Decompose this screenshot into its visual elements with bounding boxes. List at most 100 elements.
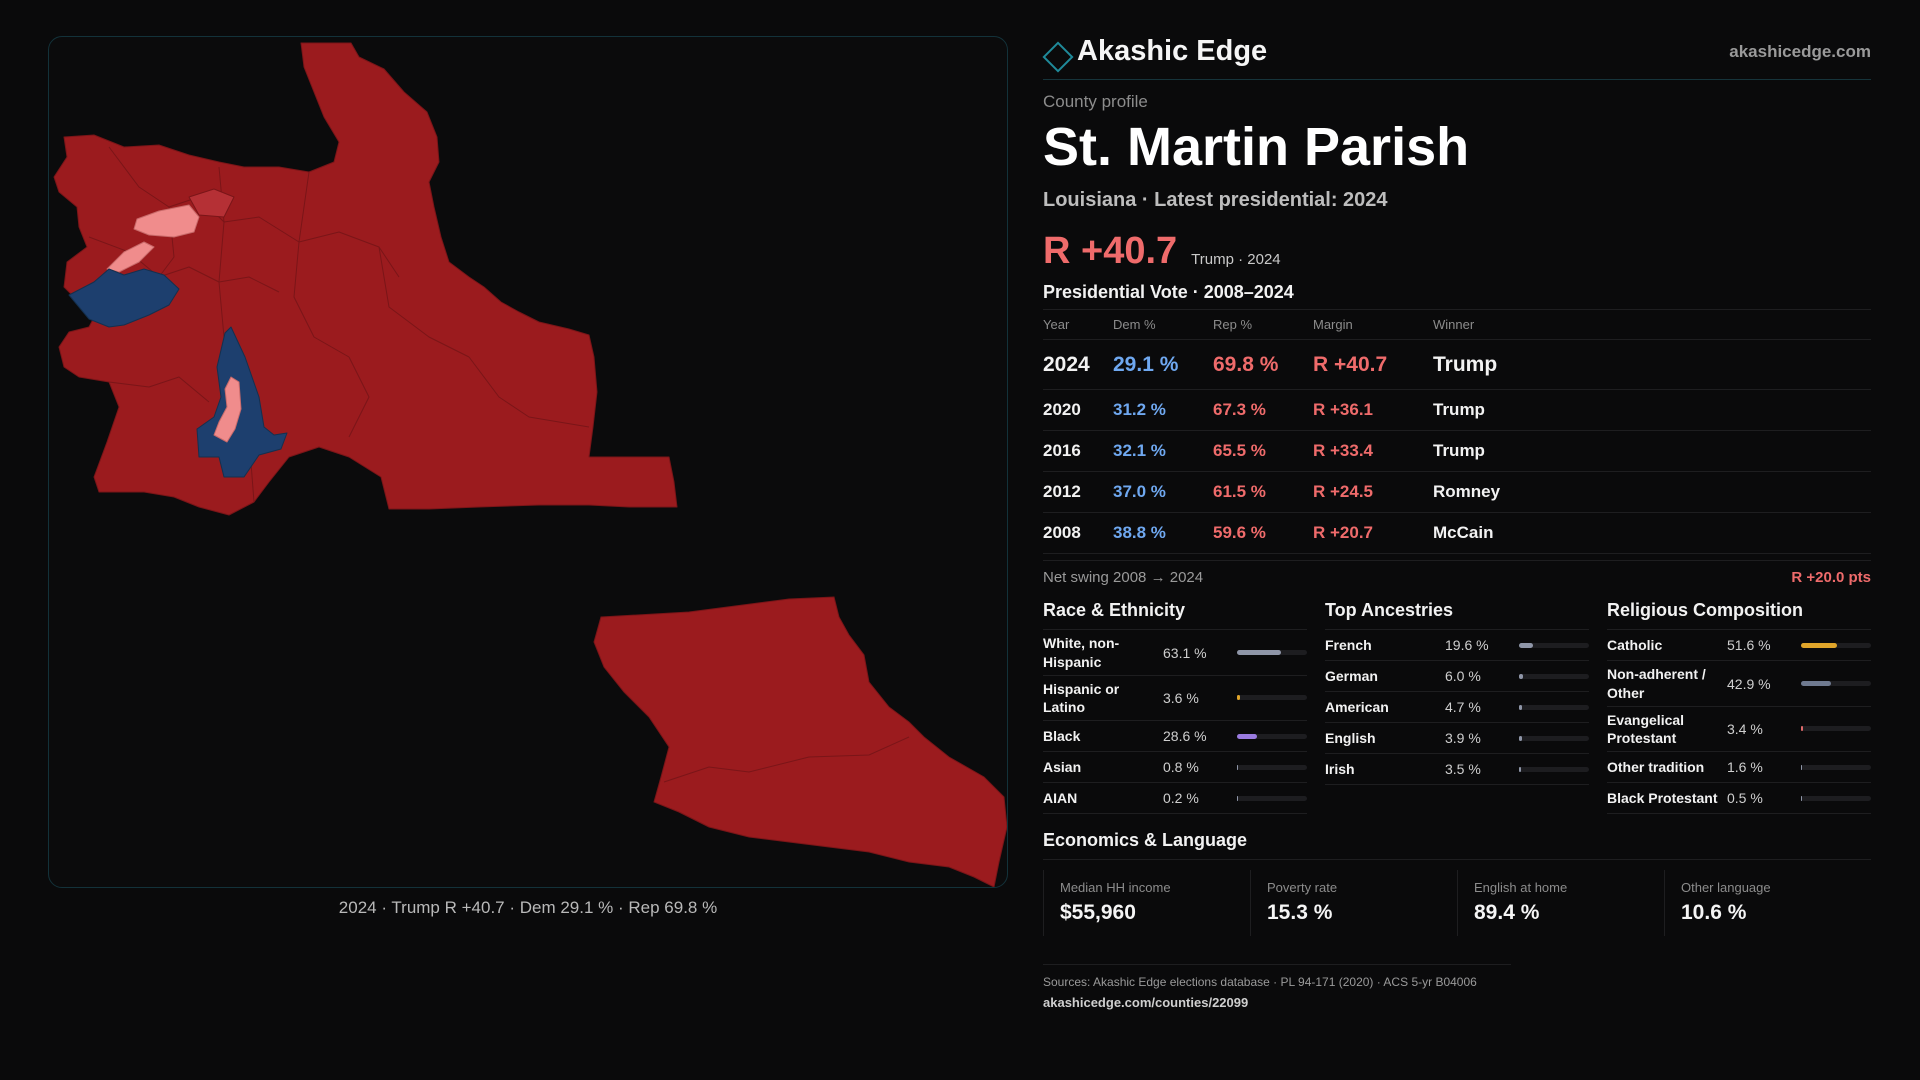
list-item: Catholic 51.6 % xyxy=(1607,630,1871,662)
net-swing-row: Net swing 2008 → 2024 R +20.0 pts xyxy=(1043,560,1871,586)
cell-winner: McCain xyxy=(1433,512,1871,555)
cell-winner: Trump xyxy=(1433,339,1871,391)
econ-label: Other language xyxy=(1681,880,1771,896)
item-bar-fill xyxy=(1519,766,1522,772)
item-bar-track xyxy=(1237,795,1307,801)
map-precinct-lean-rep-north[interactable] xyxy=(133,204,200,238)
econ-cell: Median HH income $55,960 xyxy=(1043,870,1250,937)
item-bar-track xyxy=(1801,795,1871,801)
item-bar-track xyxy=(1519,642,1589,648)
list-item: White, non-Hispanic 63.1 % xyxy=(1043,630,1307,676)
table-row: 2024 29.1 % 69.8 % R +40.7 Trump xyxy=(1043,339,1871,391)
item-bar-track xyxy=(1801,764,1871,770)
econ-label: Median HH income xyxy=(1060,880,1171,896)
econ-cell: Other language 10.6 % xyxy=(1664,870,1871,937)
item-bar-track xyxy=(1237,733,1307,739)
county-url-link[interactable]: akashicedge.com/counties/22099 xyxy=(1043,995,1249,1011)
item-bar-track xyxy=(1519,766,1589,772)
economics-row: Median HH income $55,960 Poverty rate 15… xyxy=(1043,870,1871,937)
map-precinct-lean-rep-central[interactable] xyxy=(213,376,242,443)
county-map[interactable] xyxy=(48,36,1008,888)
list-item: German 6.0 % xyxy=(1325,661,1589,693)
ancestries-section: Top Ancestries French 19.6 % German 6.0 % Am… xyxy=(1325,600,1589,814)
map-precinct-lean-rep-strip[interactable] xyxy=(106,241,155,273)
item-bar-fill xyxy=(1237,733,1258,739)
item-value: 28.6 % xyxy=(1163,728,1207,745)
cell-year: 2008 xyxy=(1043,512,1113,555)
item-label: American xyxy=(1325,699,1389,716)
map-caption: 2024 · Trump R +40.7 · Dem 29.1 % · Rep … xyxy=(338,898,718,917)
cell-rep: 67.3 % xyxy=(1213,389,1313,432)
sources-text: Sources: Akashic Edge elections database… xyxy=(1043,975,1477,990)
diamond-outline-icon xyxy=(1043,40,1067,64)
cell-rep: 61.5 % xyxy=(1213,471,1313,514)
item-value: 0.2 % xyxy=(1163,790,1199,807)
item-bar-fill xyxy=(1801,764,1803,770)
econ-label: Poverty rate xyxy=(1267,880,1338,896)
item-bar-track xyxy=(1237,695,1307,701)
item-bar-track xyxy=(1237,650,1307,656)
item-value: 42.9 % xyxy=(1727,675,1771,692)
section-title: Top Ancestries xyxy=(1325,600,1589,631)
col-winner: Winner xyxy=(1433,309,1871,341)
cell-winner: Romney xyxy=(1433,471,1871,514)
econ-value: 15.3 % xyxy=(1267,901,1333,925)
item-label: Asian xyxy=(1043,759,1082,776)
list-item: Irish 3.5 % xyxy=(1325,754,1589,786)
item-bar-fill xyxy=(1519,704,1523,710)
item-bar-track xyxy=(1519,704,1589,710)
list-item: Black 28.6 % xyxy=(1043,721,1307,753)
precinct-map[interactable] xyxy=(49,37,1008,888)
cell-rep: 59.6 % xyxy=(1213,512,1313,555)
cell-year: 2024 xyxy=(1043,339,1113,391)
econ-label: English at home xyxy=(1474,880,1568,896)
brand[interactable]: Akashic Edge xyxy=(1043,35,1267,68)
item-value: 3.6 % xyxy=(1163,689,1199,706)
margin-note: Trump · 2024 xyxy=(1191,251,1281,269)
econ-cell: English at home 89.4 % xyxy=(1457,870,1664,937)
map-precinct-dem-west[interactable] xyxy=(68,268,180,328)
cell-margin: R +36.1 xyxy=(1313,389,1433,432)
brand-url-link[interactable]: akashicedge.com xyxy=(1729,41,1871,61)
list-item: French 19.6 % xyxy=(1325,630,1589,662)
cell-margin: R +24.5 xyxy=(1313,471,1433,514)
item-value: 1.6 % xyxy=(1727,759,1763,776)
econ-value: $55,960 xyxy=(1060,901,1136,925)
item-bar-fill xyxy=(1519,642,1533,648)
cell-winner: Trump xyxy=(1433,430,1871,473)
item-value: 3.9 % xyxy=(1445,730,1481,747)
map-precinct-dem-central[interactable] xyxy=(196,326,288,478)
cell-dem: 37.0 % xyxy=(1113,471,1213,514)
cell-rep: 65.5 % xyxy=(1213,430,1313,473)
item-value: 6.0 % xyxy=(1445,668,1481,685)
margin-value: R +40.7 xyxy=(1043,230,1178,273)
map-precinct-north[interactable] xyxy=(53,42,678,516)
map-precinct-light-rep[interactable] xyxy=(188,188,235,218)
list-item: Other tradition 1.6 % xyxy=(1607,752,1871,784)
cell-year: 2016 xyxy=(1043,430,1113,473)
col-margin: Margin xyxy=(1313,309,1433,341)
col-year: Year xyxy=(1043,309,1113,341)
footer: Sources: Akashic Edge elections database… xyxy=(1043,964,1511,1010)
item-bar-fill xyxy=(1801,681,1832,687)
cell-year: 2012 xyxy=(1043,471,1113,514)
brand-name: Akashic Edge xyxy=(1077,35,1268,67)
item-value: 51.6 % xyxy=(1727,637,1771,654)
item-label: Irish xyxy=(1325,761,1355,778)
item-bar-fill xyxy=(1237,650,1282,656)
map-precinct-south[interactable] xyxy=(593,596,1007,887)
item-label: Other tradition xyxy=(1607,759,1705,776)
economics-title: Economics & Language xyxy=(1043,830,1871,861)
list-item: Hispanic or Latino 3.6 % xyxy=(1043,676,1307,722)
cell-margin: R +40.7 xyxy=(1313,339,1433,391)
table-row: 2020 31.2 % 67.3 % R +36.1 Trump xyxy=(1043,389,1871,432)
item-label: Black Protestant xyxy=(1607,790,1718,807)
cell-rep: 69.8 % xyxy=(1213,339,1313,391)
brand-header: Akashic Edge akashicedge.com xyxy=(1043,30,1871,80)
item-label: Hispanic or Latino xyxy=(1043,680,1120,715)
county-profile-panel: Akashic Edge akashicedge.com County prof… xyxy=(1043,30,1871,1010)
cell-dem: 31.2 % xyxy=(1113,389,1213,432)
econ-value: 10.6 % xyxy=(1681,901,1747,925)
item-bar-fill xyxy=(1237,764,1238,770)
item-value: 4.7 % xyxy=(1445,699,1481,716)
